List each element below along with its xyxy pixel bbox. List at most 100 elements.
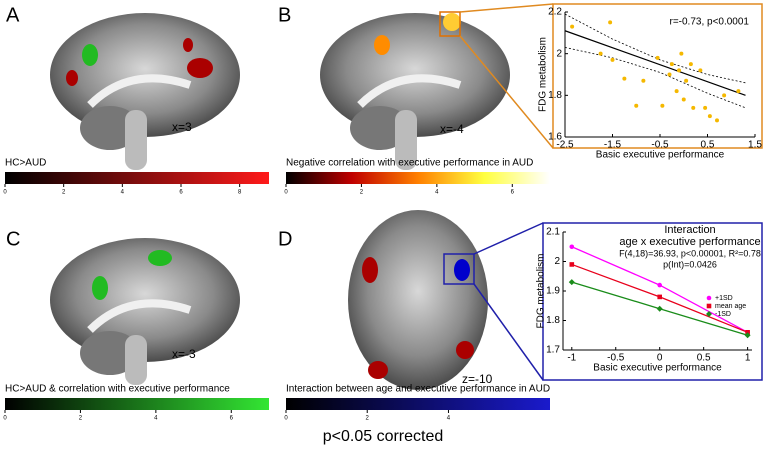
x-tick-label: -0.5 (651, 140, 669, 151)
panel-letter: B (278, 4, 291, 26)
legend-label: mean age (715, 303, 746, 310)
point (722, 93, 727, 98)
colorbar-tick-label: 6 (179, 190, 183, 196)
y-tick-label: 2.1 (546, 227, 560, 238)
chart-subtitle: age x executive performance (619, 236, 760, 248)
y-tick-label: 1.8 (546, 315, 560, 326)
marker (657, 294, 662, 300)
x-tick-label: 0 (657, 353, 663, 364)
colorbar-title: HC>AUD & correlation with executive perf… (5, 384, 230, 395)
y-axis-label: FDG metabolism (538, 37, 549, 112)
colorbar-title: Negative correlation with executive perf… (286, 158, 533, 169)
legend-label: -1SD (715, 311, 731, 318)
x-tick-label: -1 (567, 353, 576, 364)
colorbar-tick-label: 8 (238, 190, 242, 196)
point (681, 97, 686, 102)
brain-d (348, 210, 488, 390)
zoom-lines-d (473, 222, 763, 381)
point (655, 55, 660, 60)
y-tick-label: 2 (556, 48, 562, 59)
point (674, 89, 679, 94)
point (679, 51, 684, 56)
colorbar-tick-label: 6 (230, 416, 234, 422)
y-axis-label: FDG metabolism (536, 253, 547, 328)
brain-c (50, 238, 240, 385)
point (715, 118, 719, 123)
slice-label: x=-3 (172, 347, 196, 361)
x-tick-label: 1.5 (748, 140, 762, 151)
colorbar (286, 398, 550, 410)
point (688, 62, 693, 67)
marker (569, 262, 575, 267)
annotation: p(Int)=0.0426 (663, 259, 717, 269)
point (634, 103, 639, 108)
ci-line (564, 13, 746, 84)
point (667, 72, 672, 77)
slice-label: z=-10 (462, 372, 493, 386)
marker (657, 282, 662, 288)
legend-marker (706, 295, 712, 301)
y-tick-label: 1.6 (548, 132, 562, 143)
annotation: F(4,18)=36.93, p<0.00001, R²=0.78 (619, 248, 761, 258)
colorbar (5, 172, 269, 184)
y-tick-label: 2 (554, 256, 560, 267)
colorbar-tick-label: 4 (154, 416, 158, 422)
ci-line (564, 47, 746, 109)
point (660, 103, 665, 108)
brain-a (50, 13, 240, 170)
x-axis-label: Basic executive performance (596, 150, 725, 161)
colorbar-tick-label: 4 (435, 190, 439, 196)
chart-title: Interaction (664, 224, 715, 236)
point (570, 24, 575, 29)
legend-label: +1SD (715, 295, 733, 302)
annotation: r=-0.73, p<0.0001 (669, 17, 749, 28)
point (622, 76, 627, 81)
panel-letter: D (278, 228, 292, 250)
y-tick-label: 2.2 (548, 7, 562, 18)
slice-label: x=-4 (440, 122, 464, 136)
x-axis-label: Basic executive performance (593, 363, 722, 374)
x-tick-label: -0.5 (607, 353, 625, 364)
point (684, 78, 689, 83)
y-tick-label: 1.7 (546, 345, 560, 356)
x-tick-label: 0.5 (701, 140, 715, 151)
point (677, 68, 681, 73)
colorbar-tick-label: 0 (284, 190, 288, 196)
point (610, 57, 615, 62)
point (598, 51, 603, 56)
point (608, 20, 613, 25)
point (691, 105, 696, 110)
marker (744, 332, 751, 339)
x-tick-label: -1.5 (604, 140, 622, 151)
marker (656, 305, 663, 312)
colorbar-tick-label: 0 (3, 190, 7, 196)
point (736, 89, 741, 94)
fit-line (564, 30, 746, 96)
point (641, 78, 646, 83)
colorbar (5, 398, 269, 410)
point (703, 105, 708, 110)
y-tick-label: 1.8 (548, 90, 562, 101)
point (698, 68, 703, 73)
panel-letter: A (6, 4, 20, 26)
legend-marker (706, 303, 712, 309)
colorbar-tick-label: 0 (3, 416, 7, 422)
colorbar-tick-label: 0 (284, 416, 288, 422)
panel-letter: C (6, 228, 20, 250)
colorbar-tick-label: 2 (79, 416, 83, 422)
colorbar-tick-label: 2 (360, 190, 364, 196)
marker (569, 244, 575, 250)
colorbar-tick-label: 2 (366, 416, 370, 422)
slice-label: x=3 (172, 120, 192, 134)
colorbar-title: HC>AUD (5, 158, 46, 169)
colorbar-tick-label: 2 (62, 190, 66, 196)
x-tick-label: -2.5 (556, 140, 574, 151)
colorbar-tick-label: 4 (121, 190, 125, 196)
x-tick-label: 1 (745, 353, 751, 364)
y-tick-label: 1.9 (546, 286, 560, 297)
marker (568, 279, 575, 286)
brain-b (320, 11, 510, 170)
x-tick-label: 0.5 (697, 353, 711, 364)
point (707, 114, 712, 119)
